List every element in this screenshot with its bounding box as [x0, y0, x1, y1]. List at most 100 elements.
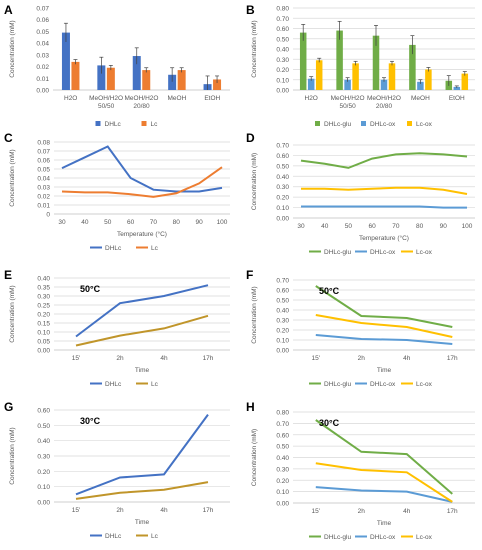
series-line — [301, 186, 468, 195]
y-tick-label: 0.40 — [276, 174, 289, 181]
panel-label: H — [246, 400, 255, 414]
x-tick-label: 90 — [440, 223, 448, 230]
bar — [97, 65, 106, 90]
series-line — [315, 419, 453, 495]
x-axis-label: Temperature (°C) — [117, 230, 167, 238]
y-tick-label: 0.25 — [37, 303, 50, 310]
y-tick-label: 0.07 — [37, 149, 50, 156]
bar — [425, 69, 432, 90]
panel-d: D 0.00 0.10 0.20 0.30 0.40 0.50 0.60 0.70 Concent… — [246, 131, 475, 256]
y-tick-label: 0.70 — [276, 278, 289, 285]
y-tick-label: 0.02 — [37, 194, 50, 201]
y-axis-label: Concentration (mM) — [251, 153, 258, 210]
x-tick-label: 4h — [160, 355, 168, 362]
y-tick-label: 0.06 — [37, 158, 50, 165]
bar — [142, 70, 151, 90]
series-line — [315, 314, 453, 338]
bar — [417, 81, 424, 90]
x-tick-label: 50 — [104, 219, 112, 226]
legend-label: DHLc — [105, 533, 122, 540]
temperature-annotation: 30°C — [80, 416, 101, 426]
x-axis-label: Time — [135, 519, 150, 526]
y-tick-label: 0.10 — [276, 205, 289, 212]
x-tick-label: 100 — [217, 219, 228, 226]
x-axis-label: Temperature (°C) — [359, 234, 409, 242]
bar — [132, 56, 141, 90]
x-tick-label: EtOH — [204, 95, 220, 102]
x-tick-label: 90 — [196, 219, 204, 226]
y-tick-label: 0.04 — [37, 176, 50, 183]
legend-label: DHLc — [105, 121, 122, 128]
bar — [307, 78, 315, 90]
y-tick-label: 0.50 — [37, 423, 50, 430]
y-axis-label: Concentration (mM) — [9, 149, 16, 206]
bar — [71, 61, 80, 90]
y-tick-label: 0.01 — [37, 203, 50, 210]
bar — [61, 32, 70, 90]
y-tick-label: 0.06 — [36, 17, 49, 24]
legend-swatch — [141, 121, 147, 126]
x-tick-label: 17h — [203, 355, 214, 362]
x-tick-label: H2O — [64, 95, 77, 102]
y-tick-label: 0.50 — [276, 298, 289, 305]
x-tick-label: 17h — [203, 507, 214, 514]
x-tick-label: 100 — [462, 223, 473, 230]
y-tick-label: 0.00 — [37, 500, 50, 507]
x-axis-label: Time — [135, 367, 150, 374]
panel-label: A — [4, 3, 13, 17]
panel-label: C — [4, 131, 13, 145]
temperature-annotation: 30°C — [319, 418, 340, 428]
y-tick-label: 0.05 — [36, 29, 49, 36]
legend-label: DHLc-glu — [324, 121, 351, 128]
y-tick-label: 0.20 — [276, 328, 289, 335]
y-tick-label: 0.70 — [276, 143, 289, 150]
y-tick-label: 0.03 — [37, 185, 50, 192]
y-tick-label: 0.30 — [276, 57, 289, 64]
x-tick-label: 50/50 — [339, 103, 356, 110]
y-tick-label: 0.00 — [276, 216, 289, 223]
y-tick-label: 0.10 — [276, 77, 289, 84]
legend-label: DHLc — [105, 245, 122, 252]
panel-b: B 0.00 0.10 0.20 0.30 0.40 0.50 0.60 0.70 0.80 Con… — [246, 3, 475, 128]
y-tick-label: 0.04 — [36, 41, 49, 48]
x-tick-label: 15' — [72, 355, 80, 362]
x-tick-label: MeOH/H2O — [367, 95, 401, 102]
legend-label: DHLc-ox — [370, 249, 396, 256]
y-tick-label: 0.60 — [276, 288, 289, 295]
x-tick-label: MeOH/H2O — [331, 95, 365, 102]
x-tick-label: 4h — [403, 508, 411, 515]
legend-swatch — [315, 121, 320, 126]
y-tick-label: 0.50 — [276, 36, 289, 43]
y-tick-label: 0.01 — [36, 76, 49, 83]
y-tick-label: 0.30 — [37, 294, 50, 301]
y-tick-label: 0.20 — [276, 478, 289, 485]
y-axis-label: Concentration (mM) — [9, 427, 16, 484]
panel-label: B — [246, 3, 255, 17]
x-tick-label: 50/50 — [98, 103, 115, 110]
legend-label: DHLc-glu — [324, 534, 351, 541]
series-line — [315, 486, 453, 503]
series-line — [75, 414, 209, 496]
bar — [299, 32, 307, 90]
x-tick-label: H2O — [305, 95, 318, 102]
y-axis-label: Concentration (mM) — [9, 20, 16, 77]
legend-label: DHLc — [105, 381, 122, 388]
x-tick-label: 70 — [392, 223, 400, 230]
x-tick-label: MeOH — [168, 95, 187, 102]
y-tick-label: 0.60 — [37, 408, 50, 415]
x-tick-label: 17h — [447, 355, 458, 362]
y-tick-label: 0.02 — [36, 64, 49, 71]
y-tick-label: 0.30 — [276, 184, 289, 191]
y-tick-label: 0.30 — [276, 466, 289, 473]
y-tick-label: 0.80 — [276, 410, 289, 417]
bar — [344, 79, 351, 90]
bar — [409, 44, 416, 90]
panel-f: F 0.00 0.10 0.20 0.30 0.40 0.50 0.60 0.70 Concent… — [246, 268, 475, 388]
bar — [168, 74, 177, 90]
x-tick-label: 2h — [116, 355, 124, 362]
series-line — [315, 334, 453, 345]
panel-h: H 0.00 0.10 0.20 0.30 0.40 0.50 0.60 0.70 0.80 Con… — [246, 400, 475, 541]
x-tick-label: 60 — [369, 223, 377, 230]
bar — [213, 79, 222, 90]
x-tick-label: EtOH — [449, 95, 465, 102]
